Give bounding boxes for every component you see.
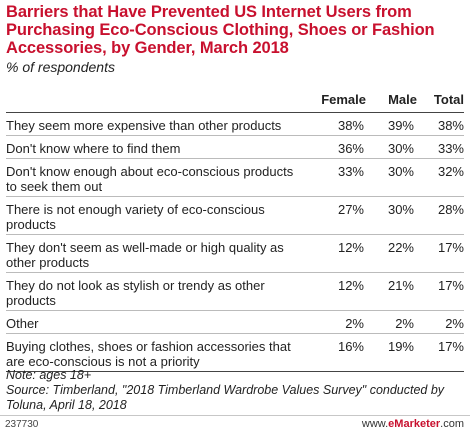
note-text: Note: ages 18+ xyxy=(6,368,92,382)
value-male: 2% xyxy=(395,316,414,331)
table-row: Don't know enough about eco-conscious pr… xyxy=(6,159,464,197)
value-total: 33% xyxy=(437,141,464,156)
chart-subtitle: % of respondents xyxy=(6,59,115,75)
value-total: 38% xyxy=(437,118,464,133)
table-row: They do not look as stylish or trendy as… xyxy=(6,273,464,311)
brand-prefix: www. xyxy=(361,418,389,430)
value-female: 36% xyxy=(337,141,364,156)
chart-title: Barriers that Have Prevented US Internet… xyxy=(6,3,435,57)
value-male: 22% xyxy=(387,240,414,255)
row-label: Don't know enough about eco-conscious pr… xyxy=(6,164,294,194)
value-total: 17% xyxy=(437,240,464,255)
row-label: There is not enough variety of eco-consc… xyxy=(6,202,265,232)
data-table: Female Male Total They seem more expensi… xyxy=(6,86,464,372)
value-total: 2% xyxy=(445,316,464,331)
value-female: 12% xyxy=(337,240,364,255)
brand-name: eMarketer xyxy=(388,418,441,430)
value-male: 30% xyxy=(387,164,414,179)
row-label: Buying clothes, shoes or fashion accesso… xyxy=(6,339,291,369)
value-total: 17% xyxy=(437,278,464,293)
value-total: 17% xyxy=(437,339,464,354)
row-label: They don't seem as well-made or high qua… xyxy=(6,240,284,270)
table-row: Other 2% 2% 2% xyxy=(6,311,464,334)
table-row: Buying clothes, shoes or fashion accesso… xyxy=(6,334,464,372)
row-label: Don't know where to find them xyxy=(6,141,181,156)
footer-divider xyxy=(0,415,470,416)
source-text: Source: Timberland, "2018 Timberland War… xyxy=(6,383,445,412)
brand-logo: www.eMarketer.com xyxy=(362,418,464,430)
column-header-total: Total xyxy=(433,92,464,107)
value-total: 28% xyxy=(437,202,464,217)
row-label: Other xyxy=(6,316,39,331)
table-header: Female Male Total xyxy=(6,86,464,113)
table-row: There is not enough variety of eco-consc… xyxy=(6,197,464,235)
value-male: 21% xyxy=(387,278,414,293)
value-female: 38% xyxy=(337,118,364,133)
chart-id: 237730 xyxy=(5,419,39,430)
row-label: They do not look as stylish or trendy as… xyxy=(6,278,265,308)
value-female: 12% xyxy=(337,278,364,293)
value-female: 16% xyxy=(337,339,364,354)
value-male: 39% xyxy=(387,118,414,133)
table-row: They seem more expensive than other prod… xyxy=(6,113,464,136)
column-header-female: Female xyxy=(321,92,366,107)
value-male: 30% xyxy=(387,141,414,156)
value-female: 2% xyxy=(345,316,364,331)
table-row: They don't seem as well-made or high qua… xyxy=(6,235,464,273)
value-female: 33% xyxy=(337,164,364,179)
column-header-male: Male xyxy=(388,92,417,107)
value-total: 32% xyxy=(437,164,464,179)
brand-suffix: .com xyxy=(440,418,464,430)
table-row: Don't know where to find them 36% 30% 33… xyxy=(6,136,464,159)
row-label: They seem more expensive than other prod… xyxy=(6,118,282,133)
value-female: 27% xyxy=(337,202,364,217)
value-male: 19% xyxy=(387,339,414,354)
chart-notes: Note: ages 18+ Source: Timberland, "2018… xyxy=(6,368,466,413)
value-male: 30% xyxy=(387,202,414,217)
